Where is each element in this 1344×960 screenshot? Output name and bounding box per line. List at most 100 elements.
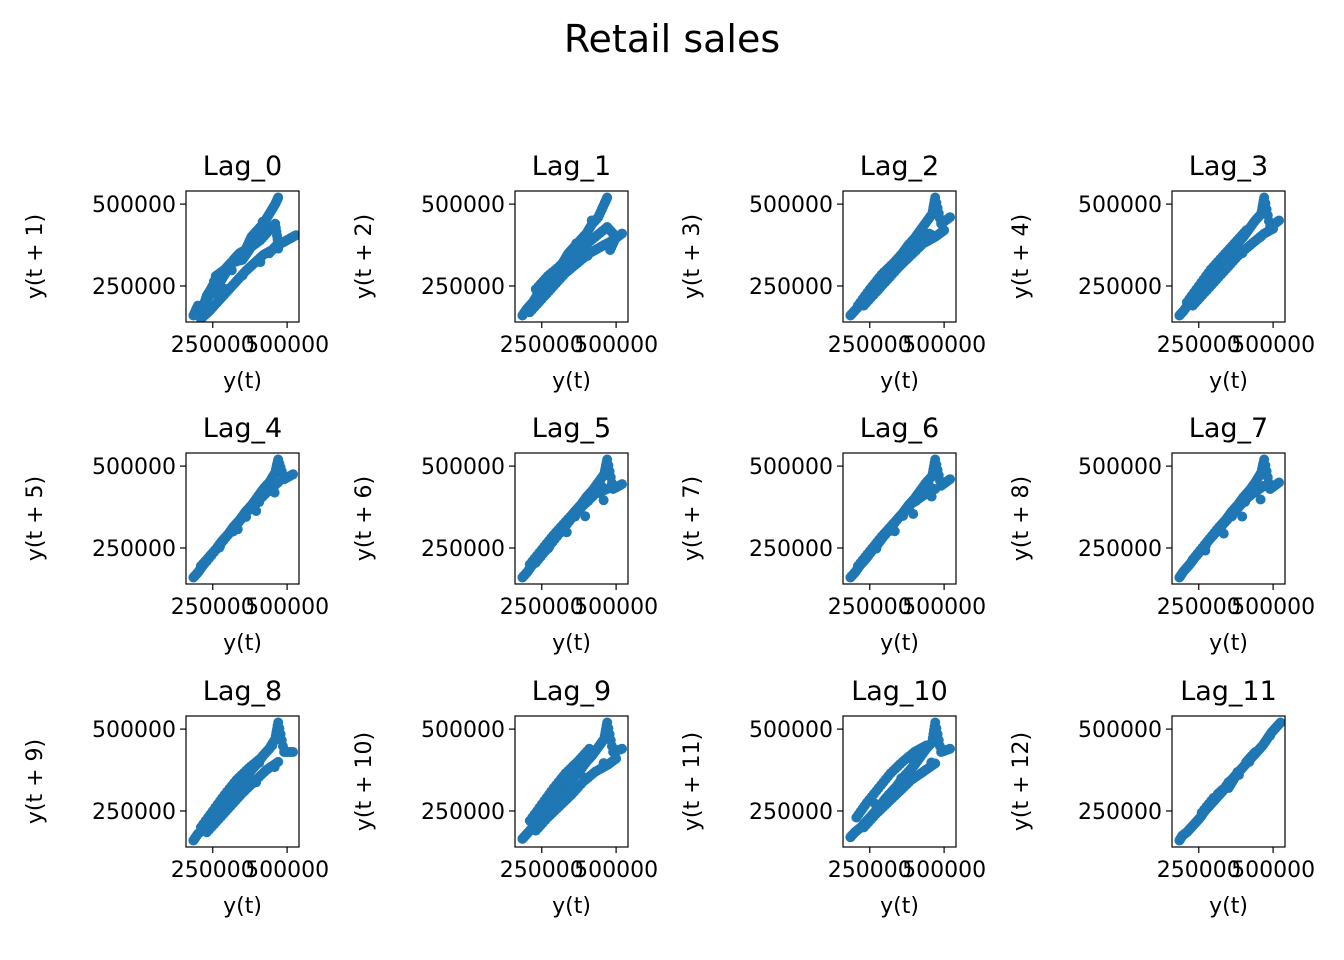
x-axis-label: y(t)	[1209, 894, 1248, 919]
x-axis-label: y(t)	[223, 631, 262, 656]
data-point	[573, 760, 584, 771]
y-tick-label: 500000	[92, 455, 176, 480]
axes-frame	[1171, 190, 1286, 323]
data-point	[602, 192, 613, 203]
x-axis-label: y(t)	[552, 631, 591, 656]
data-point	[602, 484, 613, 495]
x-tick-label: 250000	[828, 333, 912, 358]
data-point	[257, 216, 268, 227]
x-tick-label: 250000	[171, 595, 255, 620]
y-tick-label: 500000	[92, 193, 176, 218]
scatter-points	[517, 192, 628, 321]
data-point	[605, 244, 616, 255]
data-point	[1241, 225, 1252, 236]
x-tick-label: 250000	[171, 858, 255, 883]
subplot-title: Lag_7	[1189, 413, 1268, 444]
y-axis-label: y(t + 11)	[680, 732, 705, 831]
data-point	[254, 757, 265, 768]
y-tick-label: 250000	[1078, 800, 1162, 825]
y-tick-label: 250000	[1078, 275, 1162, 300]
data-point	[1205, 797, 1216, 808]
scatter-points	[188, 192, 299, 322]
x-tick-label: 500000	[574, 595, 658, 620]
scatter-points	[845, 717, 956, 843]
data-point	[584, 743, 595, 754]
y-axis-label: y(t + 1)	[23, 214, 48, 299]
axes-frame	[514, 190, 629, 323]
data-point	[930, 484, 941, 495]
y-tick-label: 250000	[92, 275, 176, 300]
x-tick-label: 500000	[245, 858, 329, 883]
x-tick-label: 500000	[902, 333, 986, 358]
axes-frame	[842, 452, 957, 585]
x-tick-label: 250000	[500, 858, 584, 883]
data-point	[273, 756, 284, 767]
data-point	[1214, 787, 1225, 798]
x-tick-label: 500000	[902, 858, 986, 883]
y-tick-label: 500000	[749, 455, 833, 480]
data-point	[611, 753, 622, 764]
x-axis-label: y(t)	[1209, 369, 1248, 394]
data-point	[580, 511, 591, 522]
scatter-points	[517, 717, 628, 844]
subplot-title: Lag_8	[203, 676, 282, 707]
y-axis-label: y(t + 12)	[1009, 732, 1034, 831]
data-point	[273, 192, 284, 203]
subplot-title: Lag_11	[1180, 676, 1277, 707]
data-point	[1275, 717, 1285, 728]
x-axis-label: y(t)	[552, 894, 591, 919]
axes-frame	[514, 452, 629, 585]
y-axis-label: y(t + 9)	[23, 739, 48, 824]
data-point	[1237, 511, 1248, 522]
subplot-title: Lag_0	[203, 151, 282, 182]
data-point	[939, 225, 950, 236]
data-point	[255, 257, 266, 268]
x-axis-label: y(t)	[880, 894, 919, 919]
y-tick-label: 500000	[421, 718, 505, 743]
data-point	[264, 248, 275, 259]
data-point	[1274, 215, 1285, 226]
y-tick-label: 250000	[421, 537, 505, 562]
data-point	[562, 776, 573, 787]
y-tick-label: 500000	[1078, 455, 1162, 480]
x-tick-label: 250000	[828, 595, 912, 620]
y-tick-label: 500000	[749, 193, 833, 218]
y-tick-label: 250000	[749, 537, 833, 562]
data-point	[945, 212, 956, 223]
subplot-title: Lag_2	[860, 151, 939, 182]
data-point	[945, 474, 956, 485]
subplot-title: Lag_9	[532, 676, 611, 707]
scatter-points	[517, 454, 628, 583]
data-point	[1196, 807, 1207, 818]
axes-frame	[185, 452, 300, 585]
y-tick-label: 250000	[421, 275, 505, 300]
subplot-title: Lag_3	[1189, 151, 1268, 182]
data-point	[908, 756, 919, 767]
x-tick-label: 500000	[1231, 595, 1315, 620]
data-point	[288, 747, 299, 758]
x-axis-label: y(t)	[1209, 631, 1248, 656]
x-tick-label: 250000	[1157, 333, 1241, 358]
axes-frame	[842, 715, 957, 848]
y-tick-label: 500000	[749, 718, 833, 743]
data-point	[1255, 494, 1266, 505]
figure-title: Retail sales	[564, 17, 780, 61]
scatter-points	[1174, 717, 1285, 846]
x-tick-label: 500000	[574, 333, 658, 358]
scatter-points	[188, 454, 299, 583]
scatter-points	[1174, 454, 1285, 583]
data-point	[1223, 777, 1234, 788]
x-tick-label: 500000	[1231, 858, 1315, 883]
data-point	[1265, 730, 1276, 741]
axes-frame	[185, 715, 300, 848]
x-tick-label: 500000	[1231, 333, 1315, 358]
data-point	[273, 477, 284, 488]
axes-frame	[1171, 452, 1286, 585]
axes-frame	[842, 190, 957, 323]
